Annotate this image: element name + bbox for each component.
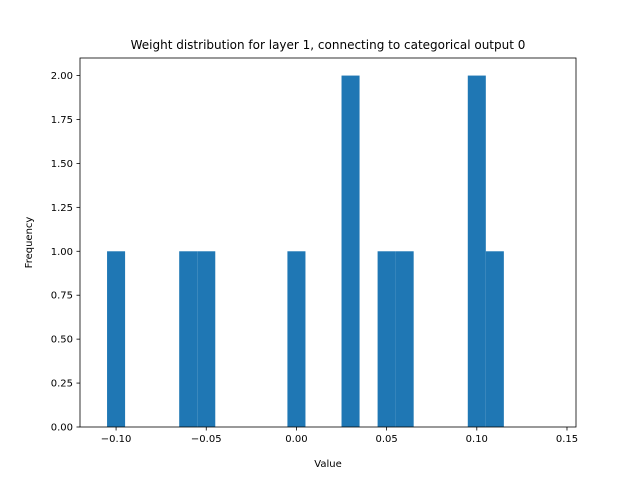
y-tick-label: 1.25	[51, 203, 73, 214]
x-axis-ticks: −0.10 −0.05 0.00 0.05 0.10 0.15	[101, 427, 578, 445]
histogram-bar	[107, 251, 126, 427]
histogram-bar	[485, 251, 504, 427]
histogram-bar	[395, 251, 414, 427]
x-tick-label: −0.05	[191, 434, 222, 445]
x-tick-label: −0.10	[101, 434, 132, 445]
bars-group	[107, 75, 504, 428]
y-axis-ticks: 0.00 0.25 0.50 0.75 1.00 1.25 1.50 1.75 2.00	[51, 71, 80, 434]
y-tick-label: 1.00	[51, 247, 73, 258]
histogram-bar	[467, 75, 486, 428]
x-tick-label: 0.00	[285, 434, 307, 445]
x-tick-label: 0.15	[556, 434, 578, 445]
x-axis-label: Value	[314, 459, 341, 470]
histogram-bar	[287, 251, 306, 427]
y-tick-label: 0.00	[51, 423, 73, 434]
histogram-bar	[197, 251, 216, 427]
y-tick-label: 2.00	[51, 71, 73, 82]
x-tick-label: 0.10	[466, 434, 488, 445]
y-tick-label: 0.50	[51, 335, 73, 346]
y-tick-label: 1.75	[51, 115, 73, 126]
plot-frame	[79, 57, 577, 428]
histogram-bar	[341, 75, 360, 428]
x-tick-label: 0.05	[375, 434, 397, 445]
histogram-bar	[377, 251, 396, 427]
y-tick-label: 0.25	[51, 379, 73, 390]
y-tick-label: 0.75	[51, 291, 73, 302]
y-tick-label: 1.50	[51, 159, 73, 170]
chart-title: Weight distribution for layer 1, connect…	[131, 38, 526, 52]
histogram-bar	[179, 251, 198, 427]
y-axis-label: Frequency	[24, 217, 35, 269]
